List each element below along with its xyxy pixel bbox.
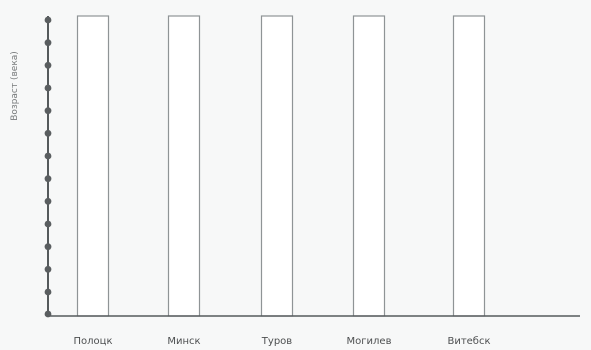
x-tick-label: Минск (167, 336, 200, 347)
x-tick-labels: Полоцк Минск Туров Могилев Витебск (74, 336, 491, 347)
y-tick-dot (44, 265, 52, 273)
origin-dot (44, 310, 52, 318)
bar-1 (76, 15, 110, 317)
bar-2 (167, 15, 201, 317)
y-tick-dot (44, 39, 52, 47)
x-tick-label: Витебск (447, 336, 490, 347)
y-tick-dot (44, 243, 52, 251)
y-axis-label: Возраст (века) (10, 51, 20, 121)
y-ticks-layer (44, 16, 52, 318)
y-tick-dot (44, 197, 52, 205)
y-tick-dot (44, 16, 52, 24)
y-tick-dot (44, 129, 52, 137)
y-tick-dot (44, 84, 52, 92)
y-tick-dot (44, 152, 52, 160)
x-tick-label: Полоцк (74, 336, 113, 347)
y-tick-dot (44, 107, 52, 115)
y-tick-dot (44, 220, 52, 228)
bars-layer (76, 15, 486, 317)
bar-3 (260, 15, 294, 317)
y-tick-dot (44, 288, 52, 296)
x-tick-label: Могилев (347, 336, 392, 347)
y-tick-dot (44, 175, 52, 183)
bar-5 (452, 15, 486, 317)
x-tick-label: Туров (261, 336, 292, 347)
y-tick-dot (44, 61, 52, 69)
bar-4 (352, 15, 386, 317)
